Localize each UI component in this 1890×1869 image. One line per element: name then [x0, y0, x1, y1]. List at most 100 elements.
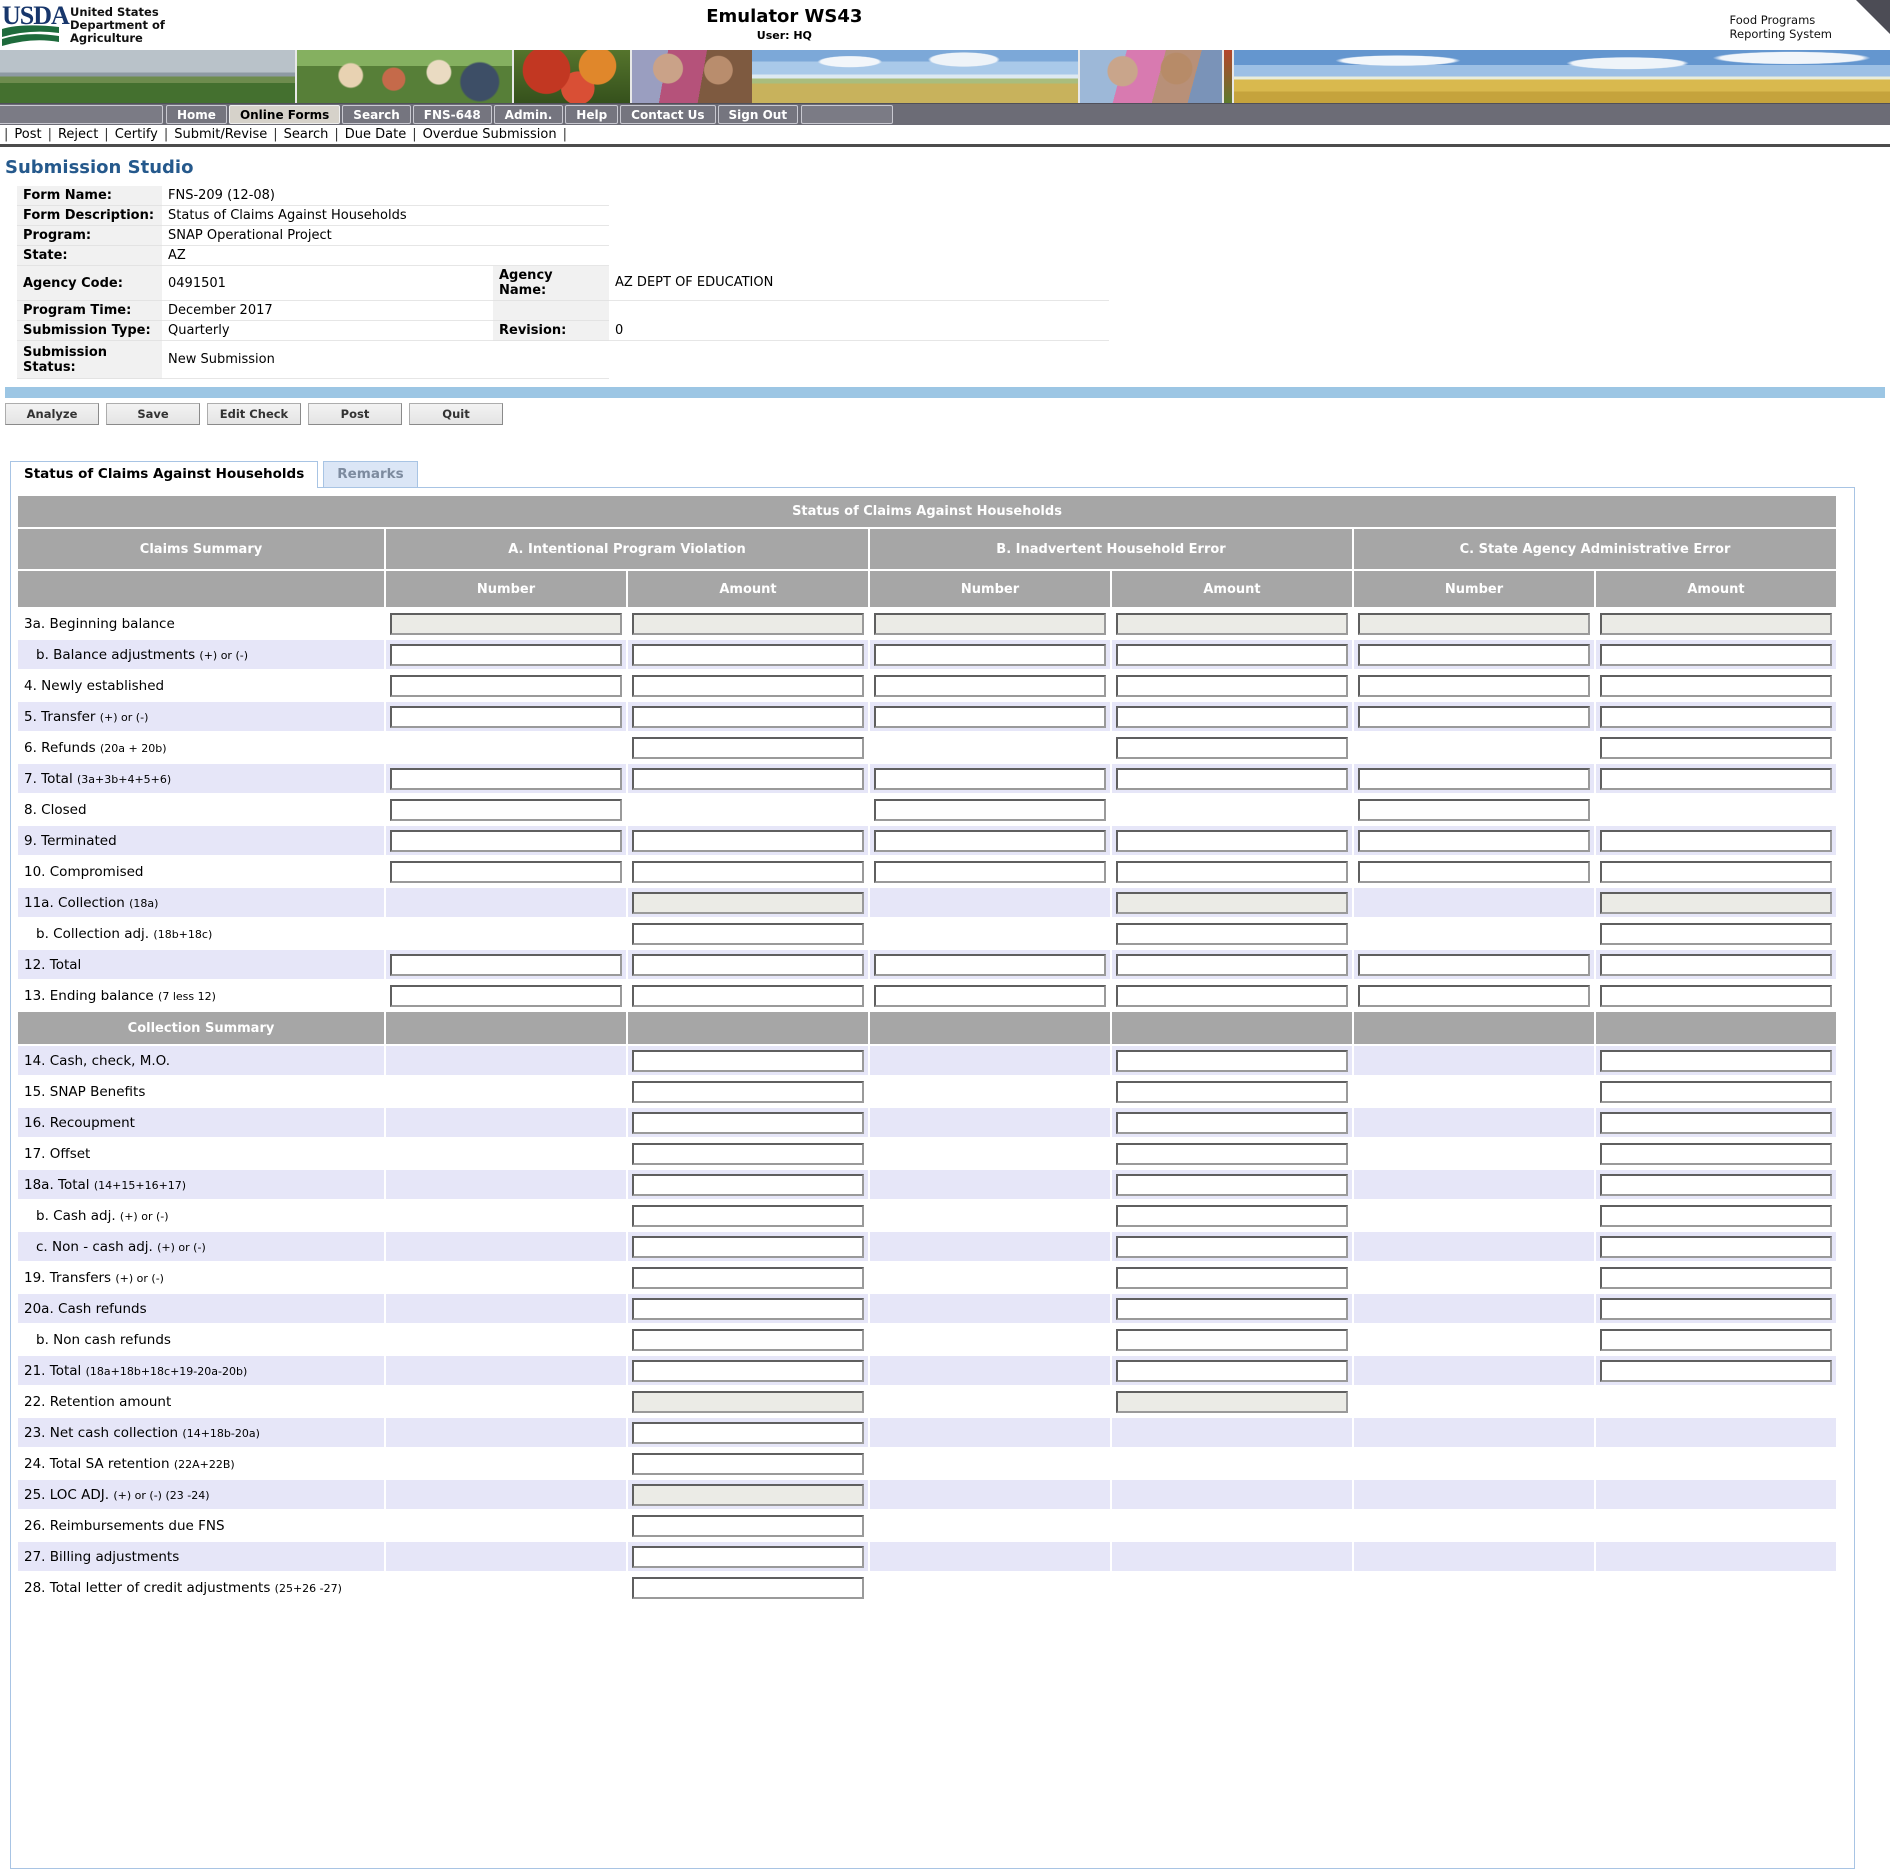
input-5-a-amount[interactable] [632, 705, 864, 728]
input-11b-b-amount[interactable] [1116, 922, 1348, 945]
input-20a-c-amount[interactable] [1600, 1297, 1832, 1320]
submenu-item-submit-revise[interactable]: Submit/Revise [174, 127, 268, 142]
input-18b-c-amount[interactable] [1600, 1204, 1832, 1227]
input-12-b-number[interactable] [874, 953, 1106, 976]
input-3b-a-amount[interactable] [632, 643, 864, 666]
input-19-a-amount[interactable] [632, 1266, 864, 1289]
input-20b-b-amount[interactable] [1116, 1328, 1348, 1351]
input-8-c-number[interactable] [1358, 798, 1590, 821]
input-9-a-amount[interactable] [632, 829, 864, 852]
nav-item-contact-us[interactable]: Contact Us [620, 105, 716, 124]
input-20a-b-amount[interactable] [1116, 1297, 1348, 1320]
input-21-a-amount[interactable] [632, 1359, 864, 1382]
input-26-a-amount[interactable] [632, 1514, 864, 1537]
input-8-a-number[interactable] [390, 798, 622, 821]
input-23-a-amount[interactable] [632, 1421, 864, 1444]
input-18b-a-amount[interactable] [632, 1204, 864, 1227]
input-20b-a-amount[interactable] [632, 1328, 864, 1351]
input-20a-a-amount[interactable] [632, 1297, 864, 1320]
submenu-item-certify[interactable]: Certify [114, 127, 158, 142]
input-18a-b-amount[interactable] [1116, 1173, 1348, 1196]
input-12-b-amount[interactable] [1116, 953, 1348, 976]
input-13-a-number[interactable] [390, 984, 622, 1007]
input-16-b-amount[interactable] [1116, 1111, 1348, 1134]
input-15-a-amount[interactable] [632, 1080, 864, 1103]
input-18c-c-amount[interactable] [1600, 1235, 1832, 1258]
tab-remarks[interactable]: Remarks [323, 461, 418, 487]
nav-item-search[interactable]: Search [342, 105, 411, 124]
input-7-a-amount[interactable] [632, 767, 864, 790]
analyze-button[interactable]: Analyze [5, 403, 99, 425]
submenu-item-search[interactable]: Search [283, 127, 329, 142]
post-button[interactable]: Post [308, 403, 402, 425]
input-7-b-amount[interactable] [1116, 767, 1348, 790]
input-6-b-amount[interactable] [1116, 736, 1348, 759]
tab-status-of-claims-against-households[interactable]: Status of Claims Against Households [10, 461, 319, 488]
input-8-b-number[interactable] [874, 798, 1106, 821]
nav-item-sign-out[interactable]: Sign Out [717, 105, 799, 124]
input-13-c-amount[interactable] [1600, 984, 1832, 1007]
input-7-b-number[interactable] [874, 767, 1106, 790]
input-5-c-number[interactable] [1358, 705, 1590, 728]
edit-check-button[interactable]: Edit Check [207, 403, 301, 425]
input-12-a-number[interactable] [390, 953, 622, 976]
input-21-b-amount[interactable] [1116, 1359, 1348, 1382]
input-9-b-amount[interactable] [1116, 829, 1348, 852]
input-5-a-number[interactable] [390, 705, 622, 728]
input-4-b-number[interactable] [874, 674, 1106, 697]
input-3b-b-amount[interactable] [1116, 643, 1348, 666]
input-5-b-amount[interactable] [1116, 705, 1348, 728]
input-19-c-amount[interactable] [1600, 1266, 1832, 1289]
input-6-a-amount[interactable] [632, 736, 864, 759]
input-18c-b-amount[interactable] [1116, 1235, 1348, 1258]
input-11b-a-amount[interactable] [632, 922, 864, 945]
input-17-b-amount[interactable] [1116, 1142, 1348, 1165]
input-9-b-number[interactable] [874, 829, 1106, 852]
input-4-a-number[interactable] [390, 674, 622, 697]
nav-item-help[interactable]: Help [565, 105, 619, 124]
input-10-c-number[interactable] [1358, 860, 1590, 883]
input-6-c-amount[interactable] [1600, 736, 1832, 759]
input-3b-a-number[interactable] [390, 643, 622, 666]
input-9-a-number[interactable] [390, 829, 622, 852]
input-12-c-amount[interactable] [1600, 953, 1832, 976]
input-13-b-number[interactable] [874, 984, 1106, 1007]
submenu-item-reject[interactable]: Reject [57, 127, 99, 142]
input-15-b-amount[interactable] [1116, 1080, 1348, 1103]
input-15-c-amount[interactable] [1600, 1080, 1832, 1103]
submenu-item-post[interactable]: Post [14, 127, 42, 142]
input-12-a-amount[interactable] [632, 953, 864, 976]
input-3b-c-number[interactable] [1358, 643, 1590, 666]
input-9-c-number[interactable] [1358, 829, 1590, 852]
input-14-b-amount[interactable] [1116, 1049, 1348, 1072]
input-14-a-amount[interactable] [632, 1049, 864, 1072]
input-18b-b-amount[interactable] [1116, 1204, 1348, 1227]
input-16-c-amount[interactable] [1600, 1111, 1832, 1134]
input-11b-c-amount[interactable] [1600, 922, 1832, 945]
input-13-a-amount[interactable] [632, 984, 864, 1007]
input-16-a-amount[interactable] [632, 1111, 864, 1134]
input-18a-a-amount[interactable] [632, 1173, 864, 1196]
input-17-a-amount[interactable] [632, 1142, 864, 1165]
input-10-b-amount[interactable] [1116, 860, 1348, 883]
input-14-c-amount[interactable] [1600, 1049, 1832, 1072]
input-7-c-amount[interactable] [1600, 767, 1832, 790]
quit-button[interactable]: Quit [409, 403, 503, 425]
nav-item-admin[interactable]: Admin. [493, 105, 564, 124]
input-27-a-amount[interactable] [632, 1545, 864, 1568]
input-10-a-number[interactable] [390, 860, 622, 883]
input-4-c-amount[interactable] [1600, 674, 1832, 697]
input-7-a-number[interactable] [390, 767, 622, 790]
input-4-a-amount[interactable] [632, 674, 864, 697]
submenu-item-due-date[interactable]: Due Date [344, 127, 407, 142]
submenu-item-overdue-submission[interactable]: Overdue Submission [422, 127, 557, 142]
input-5-b-number[interactable] [874, 705, 1106, 728]
input-5-c-amount[interactable] [1600, 705, 1832, 728]
input-13-b-amount[interactable] [1116, 984, 1348, 1007]
input-24-a-amount[interactable] [632, 1452, 864, 1475]
input-12-c-number[interactable] [1358, 953, 1590, 976]
input-13-c-number[interactable] [1358, 984, 1590, 1007]
input-20b-c-amount[interactable] [1600, 1328, 1832, 1351]
input-3b-b-number[interactable] [874, 643, 1106, 666]
input-19-b-amount[interactable] [1116, 1266, 1348, 1289]
